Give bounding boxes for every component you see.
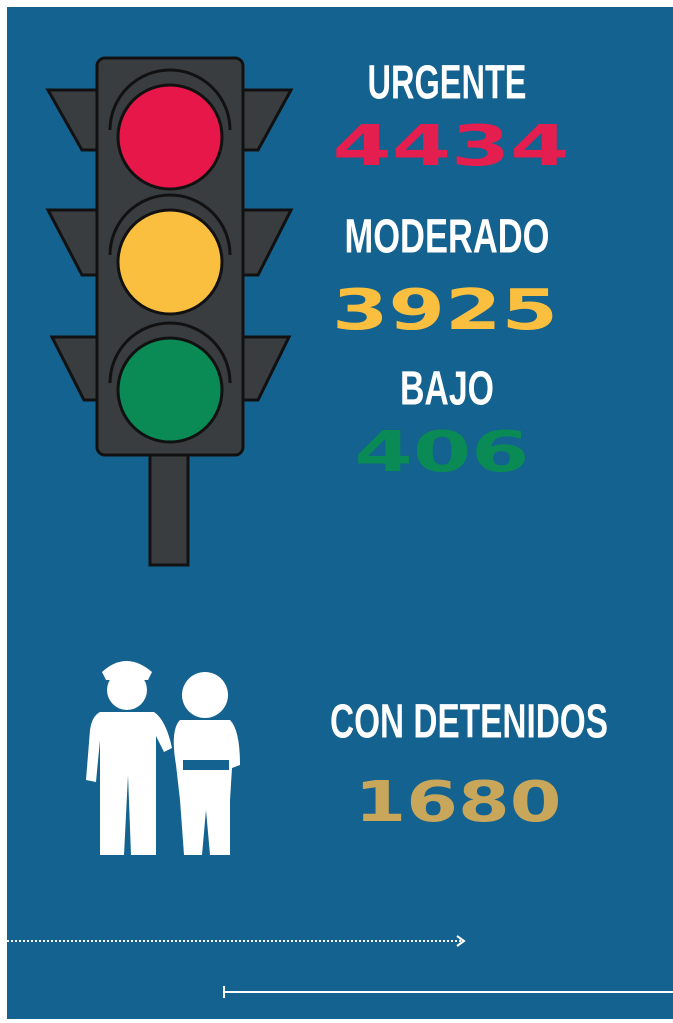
level-value: 406 — [355, 420, 530, 485]
detained-label: CON DETENIDOS — [330, 696, 608, 749]
infographic: URGENTE 4434 MODERADO 3925 BAJO 406 CON … — [0, 0, 673, 1023]
level-label: MODERADO — [345, 211, 550, 264]
level-value: 3925 — [332, 278, 558, 343]
detained-value: 1680 — [355, 770, 562, 835]
level-label: BAJO — [400, 363, 494, 416]
level-label: URGENTE — [368, 57, 527, 110]
level-value: 4434 — [333, 114, 570, 179]
